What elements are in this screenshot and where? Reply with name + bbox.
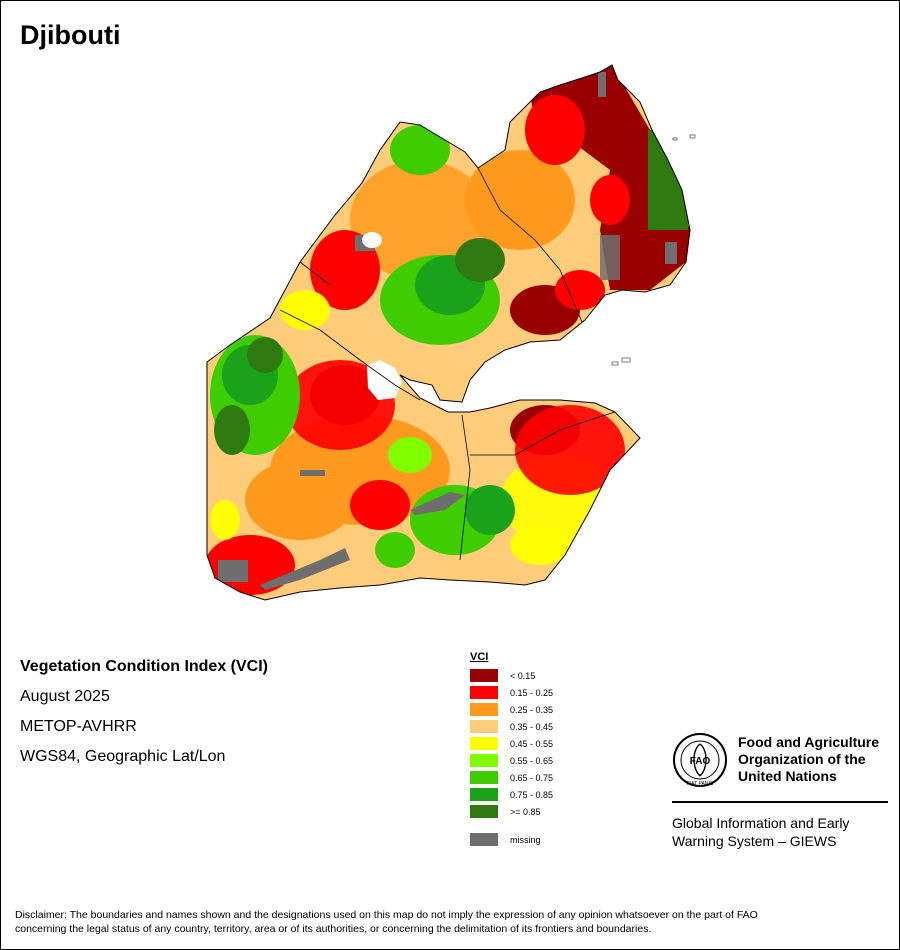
- legend-swatch-missing: [470, 833, 498, 846]
- organization-name-line3: United Nations: [738, 768, 837, 784]
- disclaimer: Disclaimer: The boundaries and names sho…: [15, 908, 885, 936]
- disclaimer-line2: concerning the legal status of any count…: [15, 923, 652, 935]
- lake-assal: [367, 360, 402, 400]
- islands: [611, 134, 696, 366]
- legend-swatch: [470, 788, 498, 801]
- giews-line1: Global Information and Early: [672, 815, 850, 831]
- legend-swatch: [470, 703, 498, 716]
- admin-boundaries: [279, 167, 616, 561]
- fao-logo-motto: FIAT PANIS: [687, 781, 714, 787]
- legend-title: VCI: [470, 651, 489, 663]
- giews-name: Global Information and Early Warning Sys…: [672, 814, 888, 850]
- sensor: METOP-AVHRR: [20, 718, 137, 735]
- legend: VCI < 0.15 0.15 - 0.25 0.25 - 0.35 0.35 - 0…: [470, 651, 553, 848]
- legend-label: 0.25 - 0.35: [510, 704, 554, 715]
- legend-missing: missing: [470, 831, 553, 848]
- legend-row: 0.75 - 0.85: [470, 786, 553, 803]
- legend-row: < 0.15: [470, 667, 553, 684]
- organization-name: Food and Agriculture Organization of the…: [738, 734, 898, 785]
- legend-row: 0.25 - 0.35: [470, 701, 553, 718]
- legend-row: 0.45 - 0.55: [470, 735, 553, 752]
- legend-swatch: [470, 686, 498, 699]
- organization-name-line1: Food and Agriculture: [738, 734, 880, 750]
- legend-swatch: [470, 669, 498, 682]
- legend-label: 0.75 - 0.85: [510, 789, 554, 800]
- legend-label: 0.35 - 0.45: [510, 721, 554, 732]
- legend-classes: < 0.15 0.15 - 0.25 0.25 - 0.35 0.35 - 0.45 0…: [470, 667, 553, 820]
- organization-name-line2: Organization of the: [738, 751, 866, 767]
- legend-label: >= 0.85: [510, 806, 541, 817]
- fao-divider: [672, 801, 888, 803]
- map-info: Vegetation Condition Index (VCI) August …: [20, 657, 268, 777]
- legend-label: 0.45 - 0.55: [510, 738, 554, 749]
- legend-label: 0.15 - 0.25: [510, 687, 554, 698]
- fao-logo: FAO FIAT PANIS: [673, 733, 727, 787]
- vci-map-svg: [206, 64, 696, 601]
- map-title: Djibouti: [20, 20, 121, 50]
- legend-row: 0.15 - 0.25: [470, 684, 553, 701]
- legend-label: 0.65 - 0.75: [510, 772, 554, 783]
- fao-logo-letters: FAO: [690, 756, 711, 767]
- lake-white-patch: [362, 232, 382, 248]
- legend-swatch: [470, 737, 498, 750]
- period: August 2025: [20, 688, 110, 705]
- legend-label: < 0.15: [510, 670, 536, 681]
- legend-row: 0.65 - 0.75: [470, 769, 553, 786]
- legend-swatch: [470, 754, 498, 767]
- index-name: Vegetation Condition Index (VCI): [20, 658, 268, 675]
- legend-swatch: [470, 805, 498, 818]
- legend-label: 0.55 - 0.65: [510, 755, 554, 766]
- legend-swatch: [470, 771, 498, 784]
- legend-row: >= 0.85: [470, 803, 553, 820]
- vci-map: [195, 60, 705, 605]
- legend-row: 0.35 - 0.45: [470, 718, 553, 735]
- projection: WGS84, Geographic Lat/Lon: [20, 748, 226, 765]
- legend-swatch: [470, 720, 498, 733]
- giews-line2: Warning System – GIEWS: [672, 833, 837, 849]
- legend-row: 0.55 - 0.65: [470, 752, 553, 769]
- country-border: [206, 64, 691, 601]
- legend-label-missing: missing: [510, 834, 541, 845]
- vci-raster: [207, 65, 690, 600]
- disclaimer-line1: Disclaimer: The boundaries and names sho…: [15, 909, 758, 921]
